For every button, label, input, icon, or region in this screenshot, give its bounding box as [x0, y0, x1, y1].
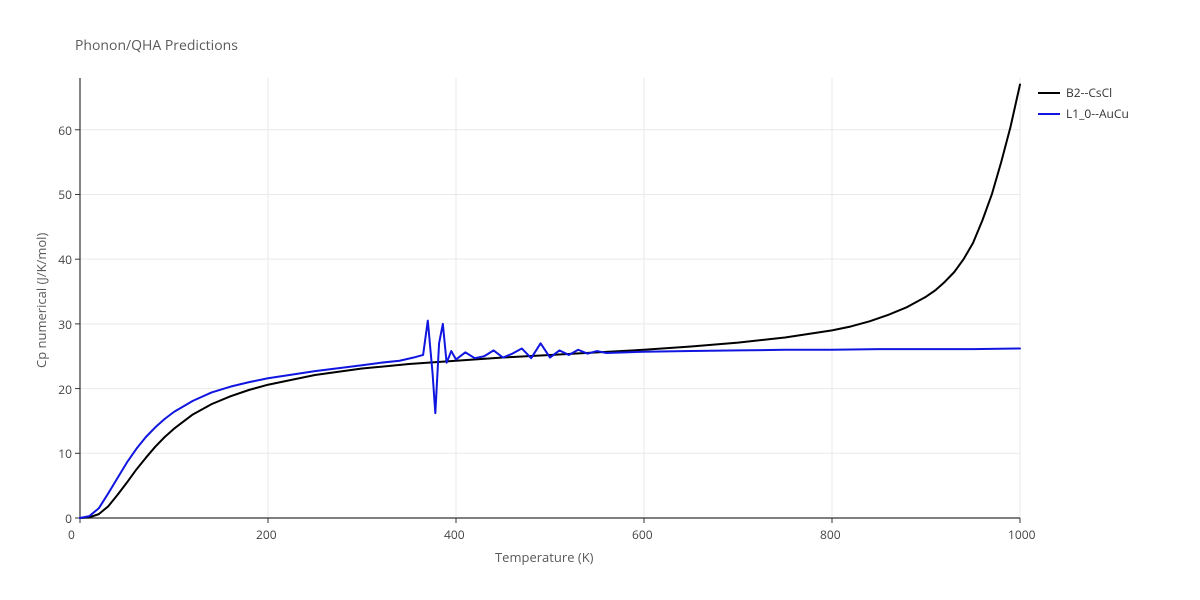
- x-tick-label: 600: [632, 526, 653, 543]
- y-tick-label: 10: [58, 445, 72, 462]
- chart-plot-area: [0, 0, 1200, 600]
- y-tick-label: 50: [58, 186, 72, 203]
- y-tick-label: 20: [58, 381, 72, 398]
- y-tick-label: 60: [58, 122, 72, 139]
- legend-item[interactable]: B2--CsCl: [1038, 84, 1129, 101]
- y-tick-label: 40: [58, 251, 72, 268]
- x-axis-label: Temperature (K): [495, 548, 594, 566]
- legend: B2--CsCl L1_0--AuCu: [1038, 84, 1129, 126]
- x-tick-label: 1000: [1008, 526, 1035, 543]
- x-tick-label: 400: [444, 526, 465, 543]
- legend-swatch: [1038, 92, 1060, 94]
- legend-label: B2--CsCl: [1066, 84, 1112, 101]
- legend-item[interactable]: L1_0--AuCu: [1038, 105, 1129, 122]
- x-tick-label: 0: [68, 526, 75, 543]
- legend-swatch: [1038, 113, 1060, 115]
- x-tick-label: 800: [820, 526, 841, 543]
- x-tick-label: 200: [256, 526, 277, 543]
- y-tick-label: 0: [65, 510, 72, 527]
- y-axis-label: Cp numerical (J/K/mol): [32, 233, 50, 368]
- y-tick-label: 30: [58, 316, 72, 333]
- legend-label: L1_0--AuCu: [1066, 105, 1129, 122]
